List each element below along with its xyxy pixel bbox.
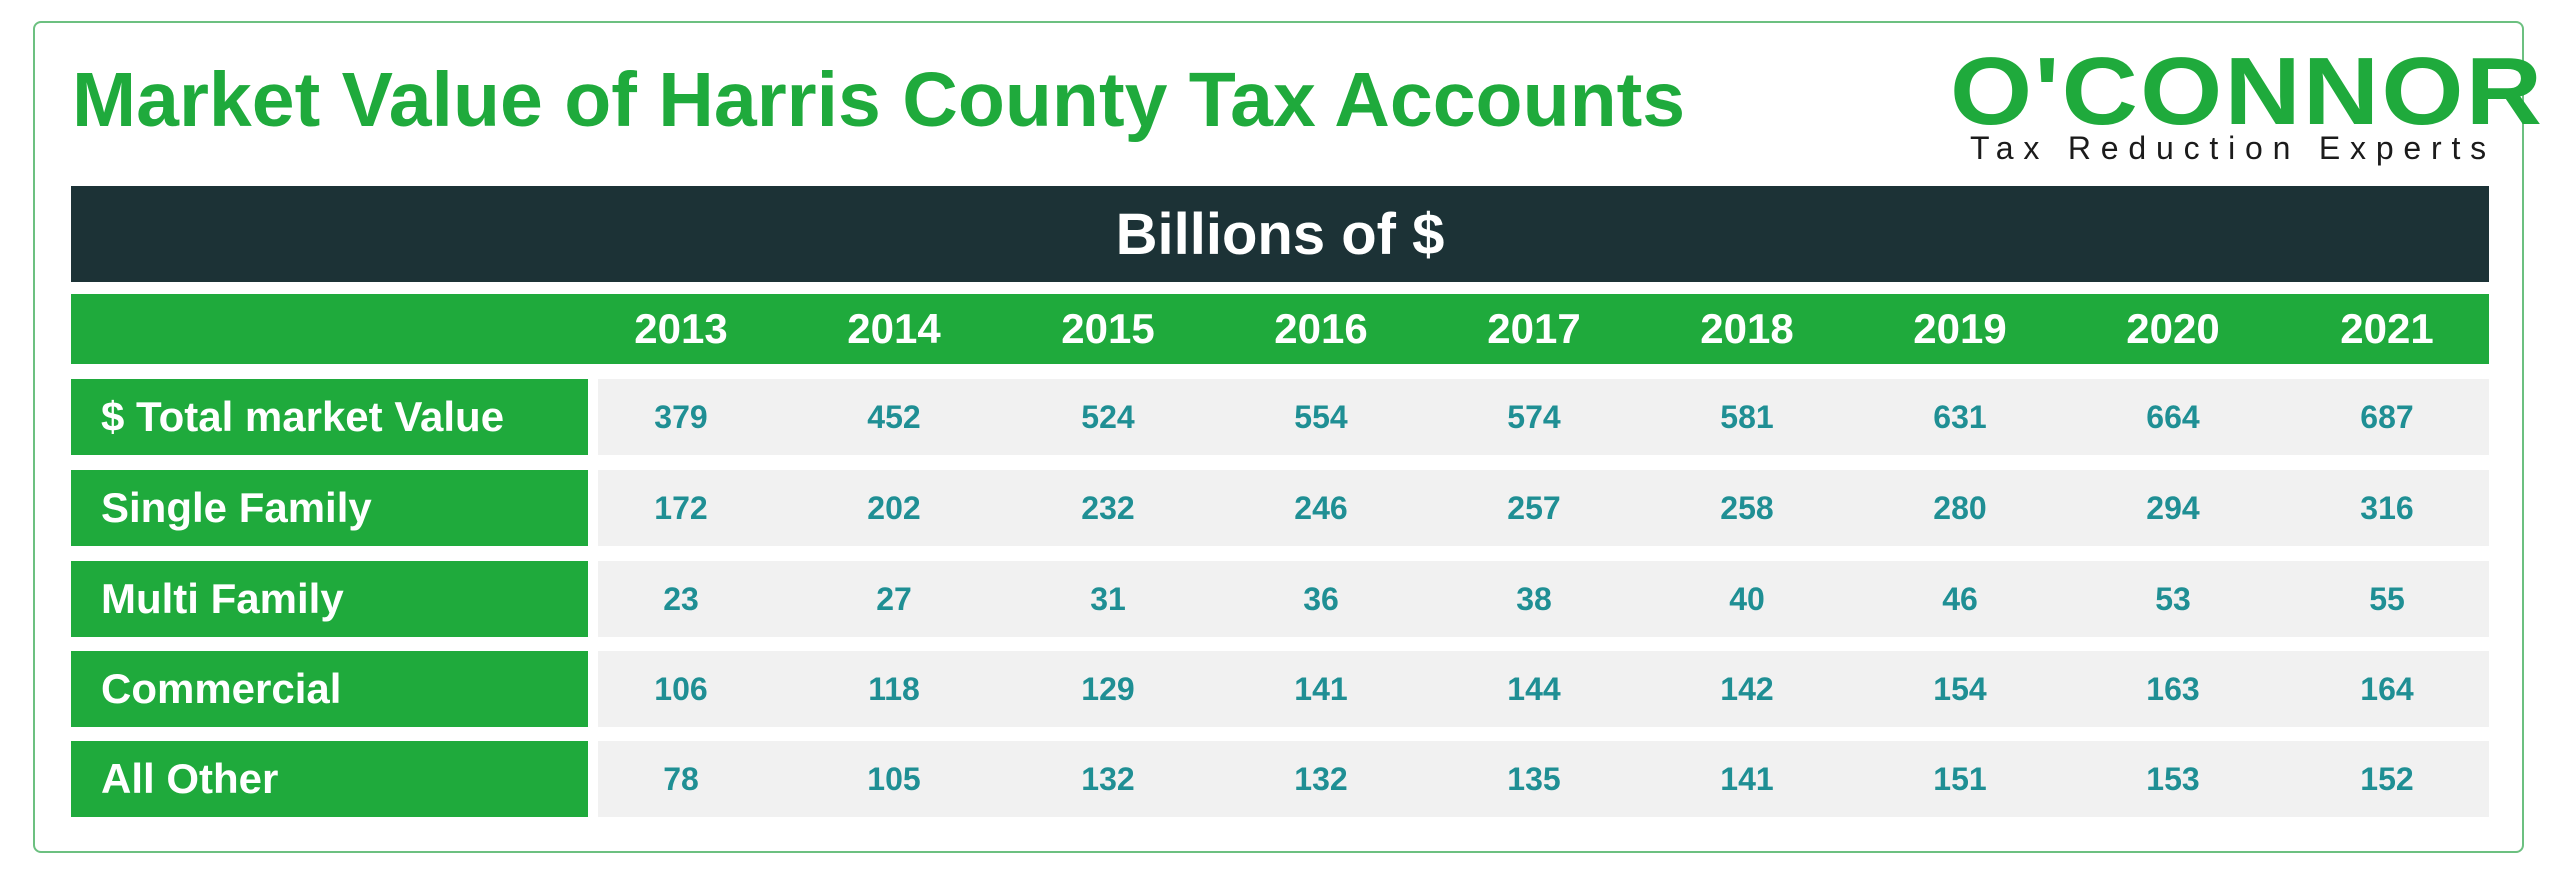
table-cell: 141: [1294, 670, 1348, 707]
year-header-2017: 2017: [1487, 305, 1581, 352]
table-cell: 257: [1507, 489, 1561, 526]
table-cell: 246: [1294, 489, 1348, 526]
table-row: Commercial 106 118 129 141 144 142 154 163 164: [71, 651, 2489, 727]
table-cell: 232: [1081, 489, 1135, 526]
row-values: 78 105 132 132 135 141 151 153 152: [598, 741, 2489, 817]
table-cell: 38: [1516, 580, 1552, 617]
row-label: Commercial: [71, 651, 588, 727]
year-header-2019: 2019: [1913, 305, 2007, 352]
table-cell: 132: [1294, 760, 1348, 797]
table-cell: 132: [1081, 760, 1135, 797]
table-cell: 452: [867, 398, 921, 435]
table-cell: 31: [1090, 580, 1126, 617]
table-cell: 135: [1507, 760, 1561, 797]
table-cell: 153: [2146, 760, 2200, 797]
table-cell: 581: [1720, 398, 1774, 435]
table-cell: 202: [867, 489, 921, 526]
row-values: 106 118 129 141 144 142 154 163 164: [598, 651, 2489, 727]
table-cell: 105: [867, 760, 921, 797]
table-cell: 316: [2360, 489, 2414, 526]
year-header-2014: 2014: [847, 305, 941, 352]
table-cell: 23: [663, 580, 699, 617]
year-header-2016: 2016: [1274, 305, 1368, 352]
row-values: 172 202 232 246 257 258 280 294 316: [598, 470, 2489, 546]
table-row: Multi Family 23 27 31 36 38 40 46 53 55: [71, 561, 2489, 637]
table-cell: 164: [2360, 670, 2414, 707]
table-cell: 154: [1933, 670, 1987, 707]
table-cell: 379: [654, 398, 708, 435]
table-cell: 78: [663, 760, 699, 797]
table-row: $ Total market Value 379 452 524 554 574 581 63…: [71, 379, 2489, 455]
row-label: All Other: [71, 741, 588, 817]
table-cell: 258: [1720, 489, 1774, 526]
table-cell: 172: [654, 489, 708, 526]
table-cell: 142: [1720, 670, 1774, 707]
table-cell: 40: [1729, 580, 1765, 617]
table-cell: 280: [1933, 489, 1987, 526]
year-header-2021: 2021: [2340, 305, 2434, 352]
table-cell: 144: [1507, 670, 1561, 707]
table-cell: 53: [2155, 580, 2191, 617]
table-cell: 163: [2146, 670, 2200, 707]
logo-wordmark: O'CONNOR: [1950, 38, 2545, 145]
row-label: $ Total market Value: [71, 379, 588, 455]
table-cell: 152: [2360, 760, 2414, 797]
row-label: Multi Family: [71, 561, 588, 637]
table-cell: 106: [654, 670, 708, 707]
table-cell: 631: [1933, 398, 1987, 435]
card-frame: [33, 21, 2524, 853]
table-row: All Other 78 105 132 132 135 141 151 153 152: [71, 741, 2489, 817]
table-cell: 294: [2146, 489, 2200, 526]
year-header-row: 2013 2014 2015 2016 2017 2018 2019 2020 2021: [71, 294, 2489, 364]
table-cell: 55: [2369, 580, 2405, 617]
table-cell: 118: [868, 670, 920, 707]
logo-tagline: Tax Reduction Experts: [1970, 130, 2496, 166]
table-cell: 141: [1720, 760, 1774, 797]
year-header-2013: 2013: [634, 305, 728, 352]
page-title: Market Value of Harris County Tax Accoun…: [72, 57, 1686, 143]
year-header-2018: 2018: [1700, 305, 1794, 352]
table-row: Single Family 172 202 232 246 257 258 280 294 316: [71, 470, 2489, 546]
year-header-2015: 2015: [1061, 305, 1155, 352]
table-cell: 129: [1081, 670, 1135, 707]
table-cell: 574: [1507, 398, 1561, 435]
unit-banner: Billions of $: [71, 186, 2489, 282]
row-label: Single Family: [71, 470, 588, 546]
table-cell: 554: [1294, 398, 1348, 435]
row-values: 23 27 31 36 38 40 46 53 55: [598, 561, 2489, 637]
table-cell: 46: [1942, 580, 1978, 617]
oconnor-logo: O'CONNOR Tax Reduction Experts: [1950, 42, 2542, 172]
table-cell: 27: [876, 580, 912, 617]
year-header-2020: 2020: [2126, 305, 2220, 352]
table-cell: 36: [1303, 580, 1339, 617]
table-cell: 664: [2146, 398, 2200, 435]
table-cell: 151: [1933, 760, 1987, 797]
table-cell: 687: [2360, 398, 2414, 435]
row-values: 379 452 524 554 574 581 631 664 687: [598, 379, 2489, 455]
table-cell: 524: [1081, 398, 1135, 435]
